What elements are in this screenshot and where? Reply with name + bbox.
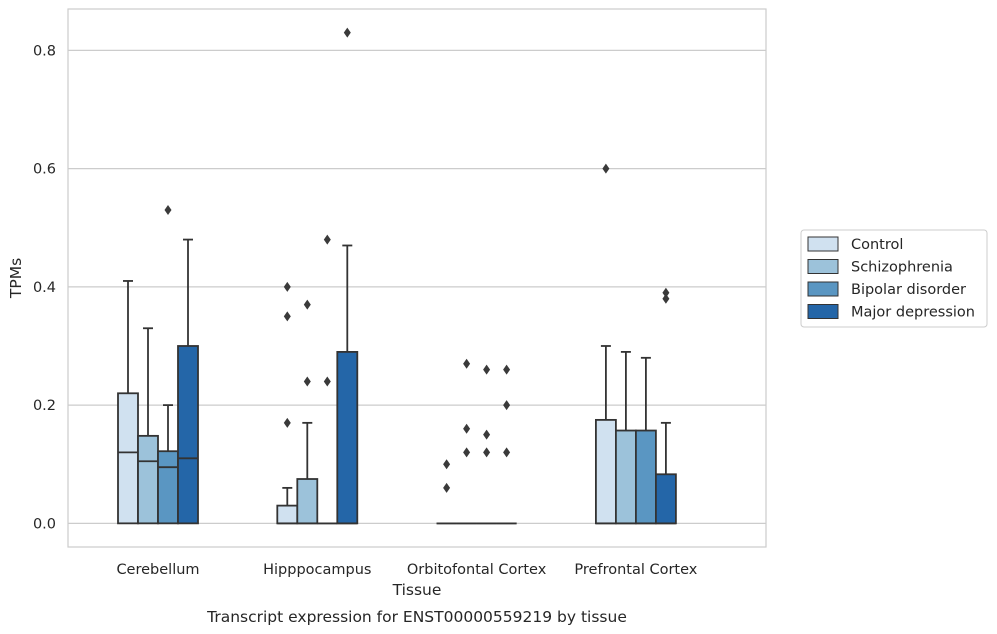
x-tick-label: Orbitofontal Cortex	[407, 562, 547, 578]
box-body	[635, 429, 657, 525]
outlier-point	[283, 417, 291, 428]
x-axis-title: Tissue	[392, 581, 442, 599]
box-body	[137, 434, 159, 525]
outlier-point	[662, 287, 670, 298]
outlier-point	[283, 311, 291, 322]
outlier-point	[303, 376, 311, 387]
box-major-depression-prefrontal-cortex	[655, 287, 677, 525]
box-body	[615, 429, 637, 525]
y-tick-label: 0.4	[33, 280, 56, 296]
x-tick-label: Hipppocampus	[263, 562, 371, 578]
box-body	[296, 478, 319, 525]
box-bipolar-disorder-hipppocampus	[317, 234, 338, 525]
outlier-point	[443, 459, 451, 470]
outlier-point	[483, 429, 491, 440]
outlier-point	[463, 358, 471, 369]
box-body	[595, 418, 617, 525]
outlier-point	[323, 376, 331, 387]
box-major-depression-orbitofontal-cortex	[496, 364, 517, 525]
legend-swatch	[807, 259, 839, 274]
box-body	[276, 504, 299, 525]
outlier-point	[483, 447, 491, 458]
outlier-point	[602, 163, 610, 174]
outlier-point	[443, 482, 451, 493]
outlier-point	[303, 299, 311, 310]
outlier-point	[463, 423, 471, 434]
legend-label: Major depression	[851, 305, 975, 321]
outlier-point	[343, 27, 351, 38]
outlier-point	[323, 234, 331, 245]
box-bipolar-disorder-orbitofontal-cortex	[476, 364, 497, 525]
legend-swatch	[807, 304, 839, 319]
box-major-depression-hipppocampus	[336, 27, 359, 525]
box-control-prefrontal-cortex	[595, 163, 617, 525]
legend-label: Schizophrenia	[851, 260, 953, 276]
outlier-point	[503, 364, 511, 375]
box-major-depression-cerebellum	[177, 238, 199, 525]
box-schizophrenia-prefrontal-cortex	[615, 351, 637, 525]
legend-frame	[800, 229, 988, 328]
outlier-point	[164, 205, 172, 216]
legend-label: Control	[851, 237, 903, 253]
y-tick-label: 0.2	[33, 398, 56, 414]
legend: Control Schizophrenia Bipolar disorder Majo…	[800, 229, 988, 328]
box-schizophrenia-orbitofontal-cortex	[456, 358, 477, 525]
box-control-orbitofontal-cortex	[436, 459, 457, 525]
box-control-hipppocampus	[276, 281, 299, 525]
outlier-point	[283, 281, 291, 292]
outlier-point	[483, 364, 491, 375]
chart-caption: Transcript expression for ENST0000055921…	[206, 608, 627, 626]
y-tick-label: 0.6	[33, 162, 56, 178]
box-body	[117, 392, 139, 525]
box-bipolar-disorder-cerebellum	[157, 205, 179, 525]
box-body	[655, 473, 677, 525]
box-body	[157, 450, 179, 525]
y-tick-label: 0.0	[33, 516, 56, 532]
legend-swatch	[807, 236, 839, 252]
outlier-point	[503, 447, 511, 458]
outlier-point	[463, 447, 471, 458]
x-tick-label: Prefrontal Cortex	[574, 562, 697, 578]
x-tick-labels: Cerebellum Hipppocampus Orbitofontal Corte…	[116, 562, 697, 578]
box-schizophrenia-hipppocampus	[296, 299, 319, 525]
box-body	[177, 345, 199, 525]
outlier-point	[503, 400, 511, 411]
y-tick-label: 0.8	[33, 43, 56, 59]
y-tick-labels: 0.0 0.2 0.4 0.6 0.8	[33, 43, 56, 532]
box-series	[117, 27, 677, 525]
x-tick-label: Cerebellum	[116, 562, 199, 578]
box-body	[336, 351, 359, 525]
legend-swatch	[807, 281, 839, 297]
y-axis-title: TPMs	[7, 258, 25, 299]
legend-label: Bipolar disorder	[851, 282, 966, 298]
box-schizophrenia-cerebellum	[137, 327, 159, 525]
outlier-point	[662, 293, 670, 304]
